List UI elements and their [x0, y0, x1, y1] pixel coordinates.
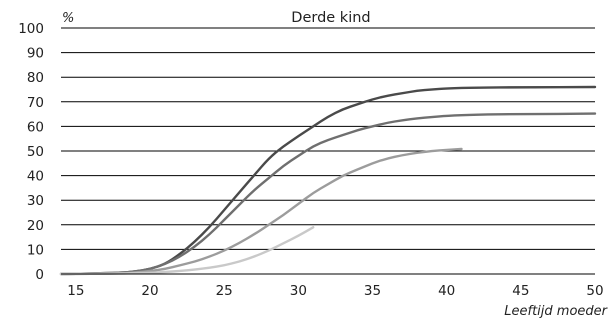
y-tick-label: 100 [18, 21, 44, 37]
x-tick-label: 50 [586, 283, 603, 299]
series-line-4 [59, 226, 315, 276]
x-tick-label: 20 [141, 283, 158, 299]
y-tick-label: 0 [35, 267, 44, 283]
series-line-3 [59, 147, 463, 276]
gridlines [61, 27, 595, 250]
x-tick-label: 45 [512, 283, 529, 299]
y-tick-label: 80 [27, 70, 44, 86]
y-tick-labels: 0 10 20 30 40 50 60 70 80 90 100 [18, 21, 44, 283]
y-tick-label: 40 [27, 169, 44, 185]
x-tick-label: 15 [67, 283, 84, 299]
y-tick-label: 50 [27, 144, 44, 160]
y-tick-label: 10 [27, 242, 44, 258]
x-axis-label: Leeftijd moeder [504, 304, 608, 319]
y-tick-label: 30 [27, 193, 44, 209]
y-tick-label: 60 [27, 119, 44, 135]
x-tick-label: 25 [216, 283, 233, 299]
y-tick-label: 70 [27, 95, 44, 111]
y-tick-label: 20 [27, 218, 44, 234]
series-line-2 [59, 112, 597, 276]
series-lines [59, 85, 597, 276]
chart-title: Derde kind [291, 10, 370, 26]
x-tick-label: 35 [364, 283, 381, 299]
x-tick-label: 40 [438, 283, 455, 299]
y-axis-unit: % [62, 11, 74, 26]
y-tick-label: 90 [27, 46, 44, 62]
x-tick-label: 30 [290, 283, 307, 299]
x-tick-labels: 15 20 25 30 35 40 45 50 [67, 283, 603, 299]
